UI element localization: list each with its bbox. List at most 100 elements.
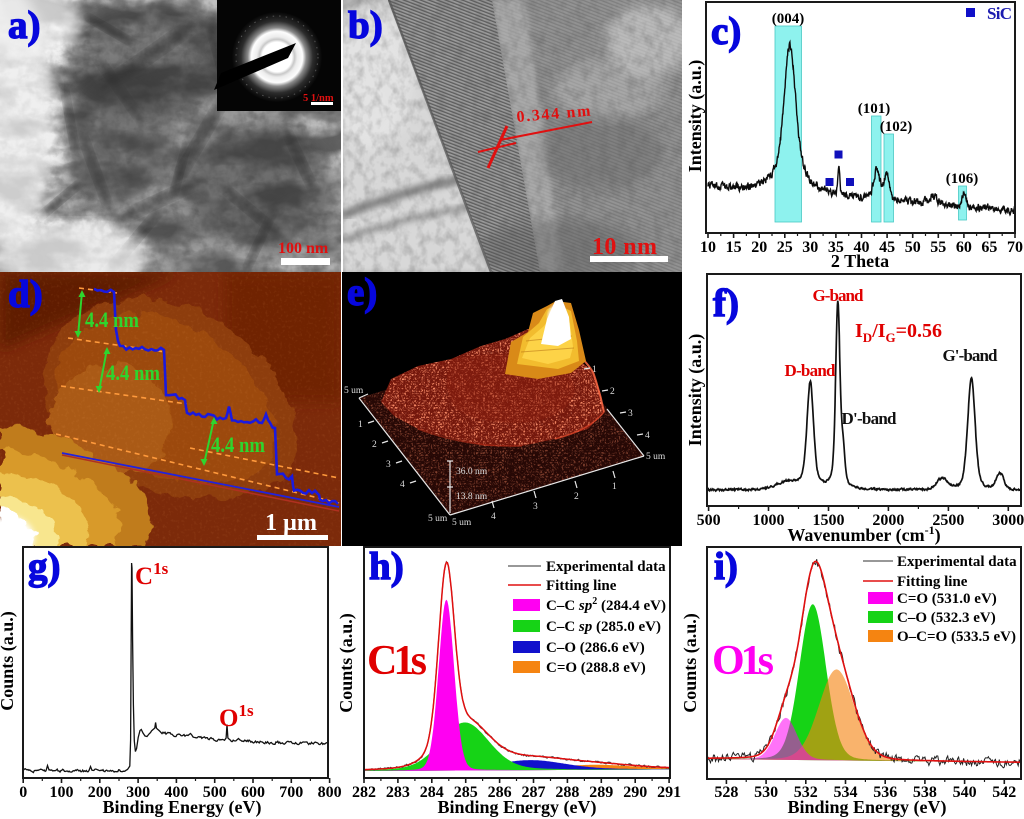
svg-text:285: 285 xyxy=(454,784,478,801)
svg-text:1: 1 xyxy=(592,365,597,375)
svg-text:532: 532 xyxy=(794,784,818,801)
svg-text:60: 60 xyxy=(956,239,972,256)
svg-text:5 um: 5 um xyxy=(452,518,472,528)
svg-text:2500: 2500 xyxy=(932,512,964,529)
svg-text:Wavenumber (cm-1): Wavenumber (cm-1) xyxy=(787,523,940,546)
svg-text:ID/IG=0.56: ID/IG=0.56 xyxy=(855,320,942,345)
svg-text:C=O (531.0 eV): C=O (531.0 eV) xyxy=(897,591,997,607)
svg-text:5 um: 5 um xyxy=(646,452,666,462)
svg-text:25: 25 xyxy=(777,239,793,256)
svg-text:Fitting line: Fitting line xyxy=(897,574,968,590)
svg-text:d): d) xyxy=(8,273,43,316)
svg-text:g): g) xyxy=(28,545,61,588)
svg-text:Experimental data: Experimental data xyxy=(546,559,666,575)
svg-text:Intensity (a.u.): Intensity (a.u.) xyxy=(685,334,706,447)
svg-text:i): i) xyxy=(714,545,738,588)
svg-text:70: 70 xyxy=(1007,239,1023,256)
svg-text:4.4 nm: 4.4 nm xyxy=(106,360,160,385)
svg-text:3: 3 xyxy=(533,502,538,512)
svg-text:C1s: C1s xyxy=(135,559,169,590)
svg-text:291: 291 xyxy=(657,784,681,801)
svg-text:290: 290 xyxy=(623,784,647,801)
svg-text:Experimental data: Experimental data xyxy=(897,554,1017,570)
svg-text:50: 50 xyxy=(905,239,921,256)
svg-text:1 μm: 1 μm xyxy=(265,510,317,536)
svg-text:4: 4 xyxy=(491,512,496,522)
svg-text:4: 4 xyxy=(645,431,650,441)
svg-text:45: 45 xyxy=(879,239,895,256)
svg-text:O–C=O (533.5 eV): O–C=O (533.5 eV) xyxy=(897,629,1016,645)
svg-text:530: 530 xyxy=(754,784,778,801)
svg-text:282: 282 xyxy=(352,784,376,801)
svg-text:4: 4 xyxy=(400,480,405,490)
svg-text:536: 536 xyxy=(873,784,897,801)
svg-text:(101): (101) xyxy=(858,101,891,117)
svg-text:Counts (a.u.): Counts (a.u.) xyxy=(680,613,701,713)
svg-text:540: 540 xyxy=(953,784,977,801)
svg-text:1500: 1500 xyxy=(813,512,845,529)
svg-text:C–C sp2 (284.4 eV): C–C sp2 (284.4 eV) xyxy=(546,596,666,614)
svg-text:2: 2 xyxy=(574,492,579,502)
svg-text:30: 30 xyxy=(802,239,818,256)
svg-text:Fitting line: Fitting line xyxy=(546,578,617,594)
svg-text:5 um: 5 um xyxy=(344,386,364,396)
svg-text:h): h) xyxy=(369,545,404,588)
svg-text:O1s: O1s xyxy=(219,701,254,732)
svg-text:600: 600 xyxy=(241,784,265,801)
svg-text:36.0 nm: 36.0 nm xyxy=(456,467,488,477)
svg-text:a): a) xyxy=(8,4,41,47)
svg-text:2000: 2000 xyxy=(872,512,904,529)
svg-text:286: 286 xyxy=(488,784,512,801)
svg-text:100: 100 xyxy=(50,784,74,801)
svg-text:538: 538 xyxy=(913,784,937,801)
svg-text:2: 2 xyxy=(610,387,615,397)
svg-text:c): c) xyxy=(711,10,741,53)
svg-text:3: 3 xyxy=(628,409,633,419)
svg-text:Intensity (a.u.): Intensity (a.u.) xyxy=(685,60,706,173)
svg-text:O1s: O1s xyxy=(712,638,774,684)
svg-text:f): f) xyxy=(713,282,739,325)
svg-text:300: 300 xyxy=(126,784,150,801)
svg-text:5 um: 5 um xyxy=(428,514,448,524)
svg-text:200: 200 xyxy=(88,784,112,801)
svg-text:542: 542 xyxy=(992,784,1016,801)
svg-text:Binding Energy (eV): Binding Energy (eV) xyxy=(787,797,946,818)
svg-text:100 nm: 100 nm xyxy=(278,240,329,257)
svg-text:C–C sp (285.0 eV): C–C sp (285.0 eV) xyxy=(546,619,661,635)
svg-text:4.4 nm: 4.4 nm xyxy=(85,307,139,332)
svg-text:C=O (288.8 eV): C=O (288.8 eV) xyxy=(546,660,646,676)
svg-text:534: 534 xyxy=(834,784,858,801)
svg-text:10 nm: 10 nm xyxy=(592,234,657,260)
svg-text:10: 10 xyxy=(700,239,716,256)
svg-text:(102): (102) xyxy=(880,119,913,135)
svg-text:1: 1 xyxy=(358,420,363,430)
svg-text:C1s: C1s xyxy=(367,638,427,684)
svg-text:289: 289 xyxy=(589,784,613,801)
svg-text:500: 500 xyxy=(697,512,721,529)
svg-text:D'-band: D'-band xyxy=(842,409,898,428)
svg-text:0: 0 xyxy=(19,784,27,801)
svg-text:Counts (a.u.): Counts (a.u.) xyxy=(336,613,357,713)
svg-text:55: 55 xyxy=(930,239,946,256)
svg-text:C–O (286.6 eV): C–O (286.6 eV) xyxy=(546,640,645,656)
svg-text:528: 528 xyxy=(714,784,738,801)
svg-text:283: 283 xyxy=(386,784,410,801)
svg-text:700: 700 xyxy=(279,784,303,801)
svg-text:Binding Energy (eV): Binding Energy (eV) xyxy=(102,797,261,818)
svg-text:3000: 3000 xyxy=(992,512,1024,529)
svg-text:2 Theta: 2 Theta xyxy=(831,251,889,271)
svg-text:5 1/nm: 5 1/nm xyxy=(303,93,334,104)
svg-text:1000: 1000 xyxy=(753,512,785,529)
svg-text:2: 2 xyxy=(372,440,377,450)
svg-text:20: 20 xyxy=(751,239,767,256)
svg-text:65: 65 xyxy=(981,239,997,256)
svg-text:288: 288 xyxy=(555,784,579,801)
svg-text:(004): (004) xyxy=(772,11,805,27)
svg-text:3: 3 xyxy=(386,460,391,470)
svg-text:500: 500 xyxy=(203,784,227,801)
svg-text:G'-band: G'-band xyxy=(943,346,999,365)
svg-text:0.344 nm: 0.344 nm xyxy=(516,103,592,126)
svg-text:40: 40 xyxy=(854,239,870,256)
svg-text:1: 1 xyxy=(612,482,617,492)
svg-text:Binding Energy (eV): Binding Energy (eV) xyxy=(437,797,596,818)
